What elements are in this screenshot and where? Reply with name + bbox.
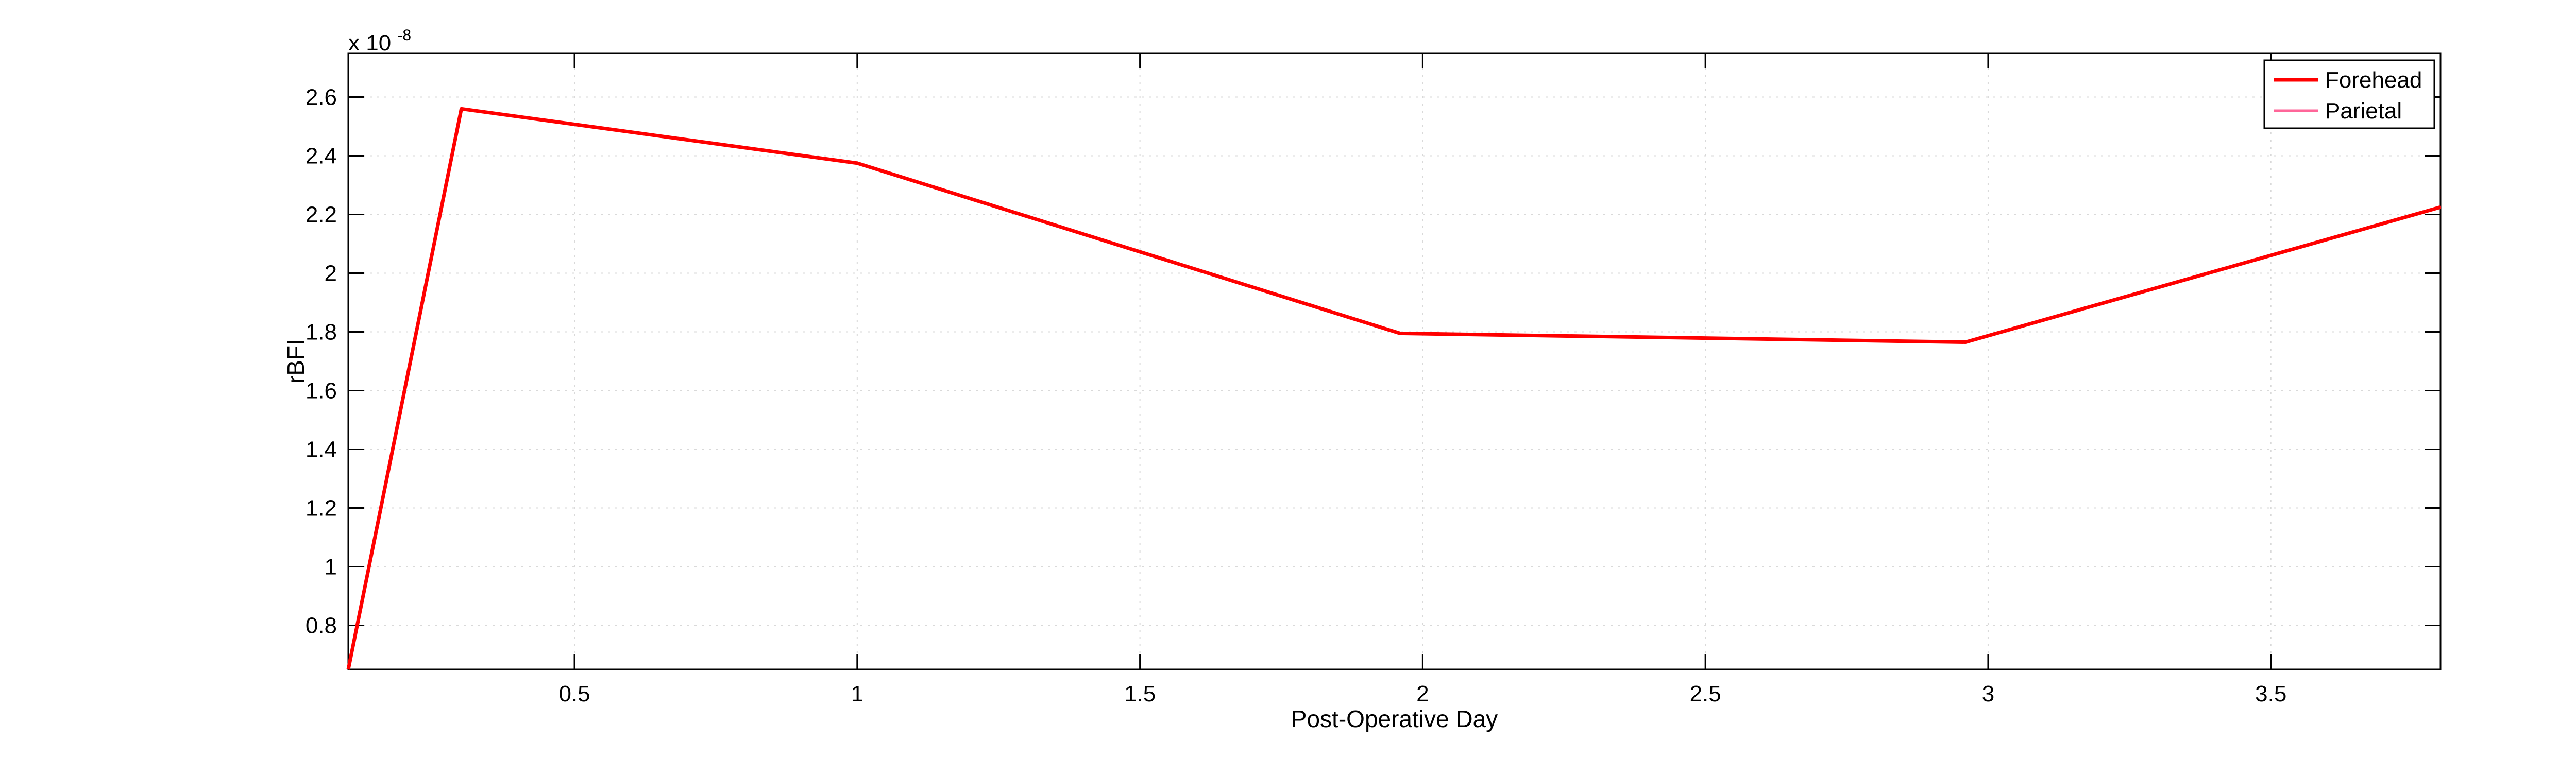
legend-label-forehead: Forehead (2325, 67, 2422, 93)
y-tick-label: 2.2 (306, 202, 337, 228)
legend-label-parietal: Parietal (2325, 98, 2402, 124)
x-tick-label: 1.5 (1124, 681, 1156, 707)
x-tick-label: 1 (851, 681, 863, 707)
y-tick-label: 2.6 (306, 85, 337, 110)
y-tick-label: 1.6 (306, 378, 337, 404)
y-axis-title: rBFI (282, 339, 309, 384)
y-tick-label: 1.2 (306, 496, 337, 521)
x-tick-label: 0.5 (558, 681, 590, 707)
x-axis-title: Post-Operative Day (1291, 705, 1498, 732)
plot-frame (347, 52, 2442, 670)
y-axis-exponent: x 10 -8 (348, 27, 411, 56)
x-tick-label: 3.5 (2255, 681, 2286, 707)
series (346, 107, 2441, 670)
y-exponent-base: x 10 (348, 30, 391, 56)
tick-labels: 0.5 1 1.5 2 2.5 3 3.5 0.8 1 1.2 1.4 1.6 1.8 2 2.2 2.4 2.… (306, 85, 2286, 707)
y-tick-label: 0.8 (306, 613, 337, 639)
y-tick-label: 1 (325, 555, 337, 580)
x-tick-label: 2 (1416, 681, 1429, 707)
x-tick-label: 3 (1982, 681, 1994, 707)
legend: Forehead Parietal (2263, 59, 2435, 129)
y-tick-label: 2 (325, 261, 337, 286)
series-line-forehead (346, 107, 2441, 670)
y-tick-label: 1.4 (306, 437, 337, 462)
x-tick-label: 2.5 (1690, 681, 1721, 707)
legend-box (2263, 59, 2435, 129)
y-tick-label: 2.4 (306, 144, 337, 169)
y-tick-label: 1.8 (306, 320, 337, 345)
y-exponent-power: -8 (397, 27, 411, 44)
